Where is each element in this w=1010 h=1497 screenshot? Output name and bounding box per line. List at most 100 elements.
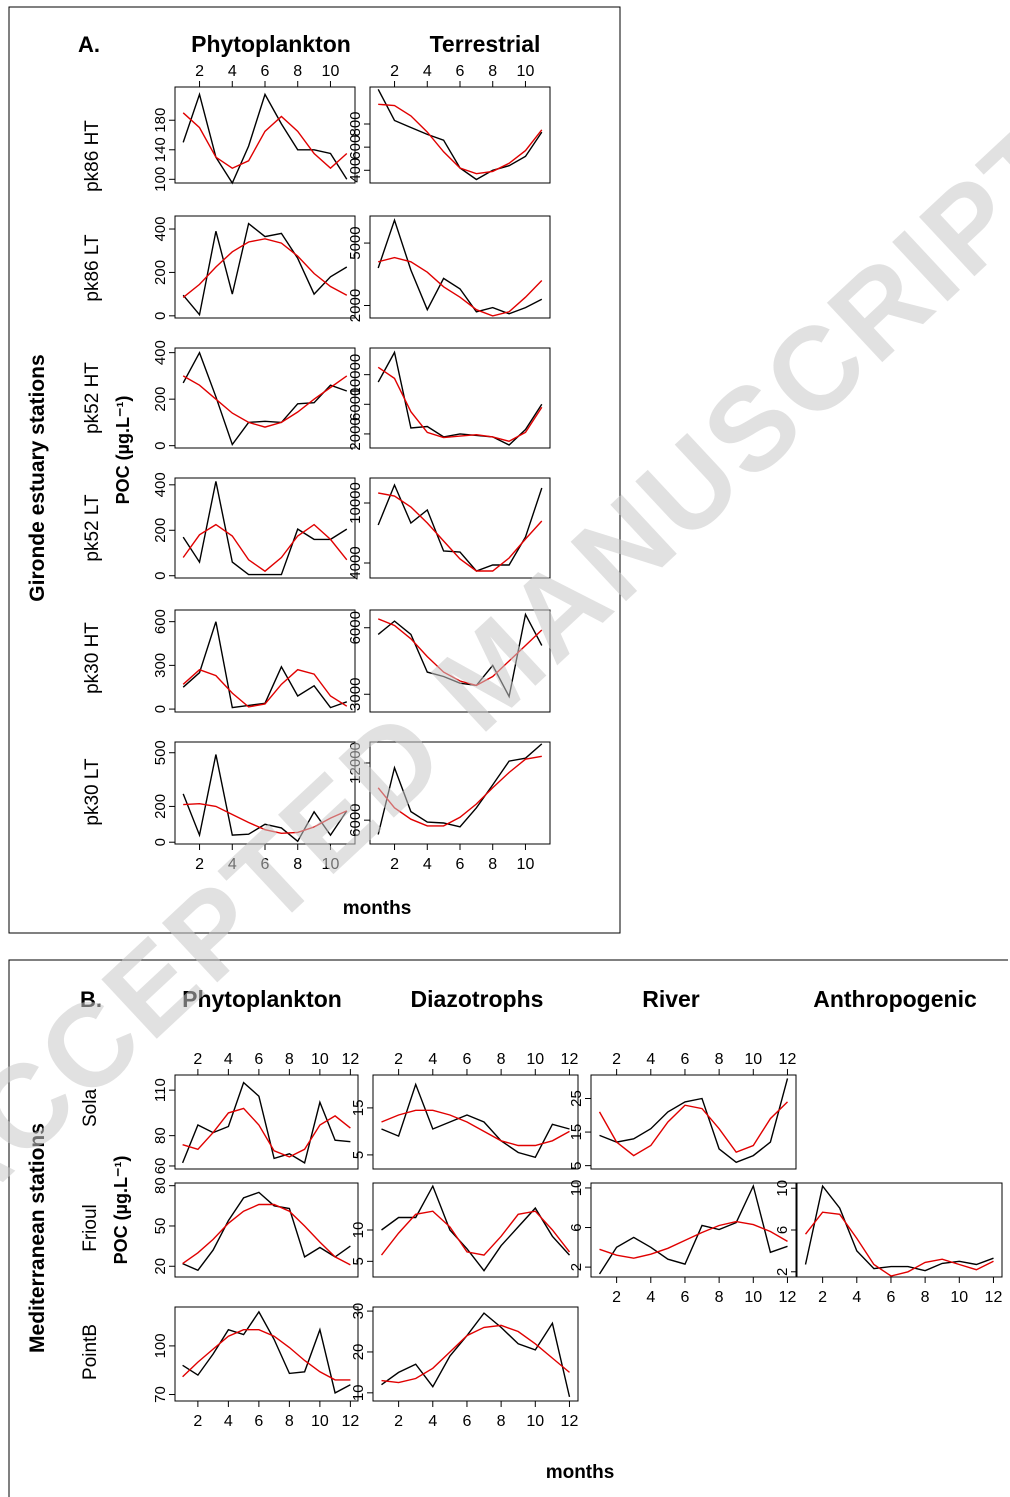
x-tick-label-top: 2 [195, 63, 204, 80]
x-tick-label-bottom: 4 [423, 856, 432, 873]
observed-series-line [182, 621, 348, 709]
observed-series-line [377, 612, 543, 699]
x-tick-label-top: 4 [428, 1051, 437, 1068]
observed-series-line [804, 1184, 994, 1272]
y-tick-label: 2000 [347, 417, 364, 450]
plot-frame [369, 347, 551, 449]
panel-b-y-axis-label: POC (µg.L⁻¹) [111, 1156, 131, 1265]
x-tick-label-bottom: 10 [950, 1289, 968, 1306]
y-tick-label: 3000 [347, 678, 364, 711]
y-tick-label: 400 [152, 340, 169, 365]
y-tick-label: 10000 [347, 482, 364, 524]
x-tick-label-top: 6 [261, 63, 270, 80]
x-tick-label-top: 12 [561, 1051, 579, 1068]
x-tick-label-top: 4 [423, 63, 432, 80]
panel-a-frame [8, 6, 621, 934]
plot-pk30-ht-terrestrial: 3000 6000 [347, 609, 551, 713]
observed-series-line [181, 1081, 351, 1164]
plot-frioul-phytoplankton: 20 50 80 [152, 1177, 359, 1278]
panel-b-col-title-diazotrophs: Diazotrophs [411, 986, 544, 1012]
x-tick-label-top: 8 [715, 1051, 724, 1068]
x-tick-label-top: 8 [293, 63, 302, 80]
y-tick-label: 10 [568, 1180, 585, 1197]
y-tick-label: 6000 [347, 803, 364, 836]
x-tick-label-bottom: 12 [561, 1413, 579, 1430]
y-tick-label: 0 [152, 705, 169, 713]
y-tick-label: 0 [152, 838, 169, 846]
x-tick-label-bottom: 8 [497, 1413, 506, 1430]
panel-a-letter: A. [78, 32, 100, 57]
y-tick-label: 5 [568, 1161, 585, 1169]
fitted-series-line [598, 1101, 788, 1157]
y-tick-label: 140 [152, 137, 169, 162]
x-tick-label-top: 10 [311, 1051, 329, 1068]
y-tick-label: 80 [152, 1177, 169, 1194]
plot-pointb-phytoplankton: 70 100 2 4 6 8 10 12 [152, 1306, 359, 1430]
plot-frame [174, 741, 356, 845]
y-tick-label: 200 [152, 260, 169, 285]
panel-a-row-labels: pk86 HT pk86 LT pk52 HT pk52 LT pk30 HT … [82, 120, 103, 826]
plot-frame [369, 741, 551, 845]
observed-series-line [377, 743, 543, 835]
y-tick-label: 15 [350, 1100, 367, 1117]
fitted-series-line [599, 1220, 788, 1259]
plot-pk30-lt-phytoplankton: 0 200 500 2 4 6 8 10 [152, 740, 356, 873]
y-tick-label: 10 [350, 1222, 367, 1239]
fitted-series-line [381, 1324, 570, 1384]
x-tick-label-bottom: 6 [456, 856, 465, 873]
y-tick-label: 25 [568, 1090, 585, 1107]
y-tick-label: 12000 [347, 742, 364, 784]
x-tick-label-bottom: 8 [921, 1289, 930, 1306]
x-tick-label-top: 6 [254, 1051, 263, 1068]
panel-b-row-labels: Sola Frioul PointB [80, 1089, 101, 1380]
plot-pk52-lt-phytoplankton: 0 200 400 [152, 472, 356, 580]
y-tick-label: 2000 [347, 289, 364, 322]
x-tick-label-top: 10 [744, 1051, 762, 1068]
plot-frame [372, 1074, 579, 1170]
fitted-series-line [378, 256, 543, 317]
x-tick-label-bottom: 4 [852, 1289, 861, 1306]
observed-series-line [377, 483, 543, 572]
x-tick-label-bottom: 6 [887, 1289, 896, 1306]
plot-frame [590, 1074, 797, 1170]
plot-frame [174, 609, 356, 713]
y-tick-label: 800 [347, 111, 364, 136]
x-tick-label-bottom: 2 [818, 1289, 827, 1306]
plot-frame [174, 1306, 359, 1402]
x-tick-label-top: 6 [456, 63, 465, 80]
observed-series-line [598, 1183, 788, 1275]
y-tick-label: 10 [774, 1180, 791, 1197]
x-tick-label-bottom: 10 [311, 1413, 329, 1430]
x-tick-label-top: 12 [341, 1051, 359, 1068]
row-label-pointb: PointB [80, 1324, 101, 1380]
fitted-series-line [182, 1328, 351, 1381]
x-tick-label-bottom: 6 [463, 1413, 472, 1430]
plot-frame [174, 477, 356, 579]
x-tick-label-top: 12 [779, 1051, 797, 1068]
y-tick-label: 60 [152, 1158, 169, 1175]
panel-a-y-axis-label: POC (µg.L⁻¹) [113, 396, 133, 505]
observed-series-line [182, 91, 348, 185]
y-tick-label: 2 [774, 1268, 791, 1276]
x-tick-label-bottom: 2 [612, 1289, 621, 1306]
x-tick-label-top: 2 [612, 1051, 621, 1068]
y-tick-label: 6000 [347, 611, 364, 644]
x-tick-label-bottom: 12 [985, 1289, 1003, 1306]
y-tick-label: 400 [152, 472, 169, 497]
row-label-pk30-ht: pk30 HT [82, 622, 103, 694]
x-tick-label-top: 2 [390, 63, 399, 80]
plot-pk30-ht-phytoplankton: 0 300 600 [152, 609, 356, 713]
x-tick-label-bottom: 6 [681, 1289, 690, 1306]
y-tick-label: 10 [350, 1384, 367, 1401]
x-tick-label-bottom: 10 [526, 1413, 544, 1430]
x-tick-label-top: 8 [497, 1051, 506, 1068]
y-tick-label: 500 [152, 740, 169, 765]
x-tick-label-top: 8 [285, 1051, 294, 1068]
x-tick-label-bottom: 6 [261, 856, 270, 873]
plot-river-river: 5 15 25 2 4 6 8 10 12 [568, 1051, 797, 1170]
y-tick-label: 70 [152, 1386, 169, 1403]
plot-frioul-diazotrophs: 5 10 [350, 1182, 579, 1278]
panel-b-letter: B. [80, 987, 102, 1012]
